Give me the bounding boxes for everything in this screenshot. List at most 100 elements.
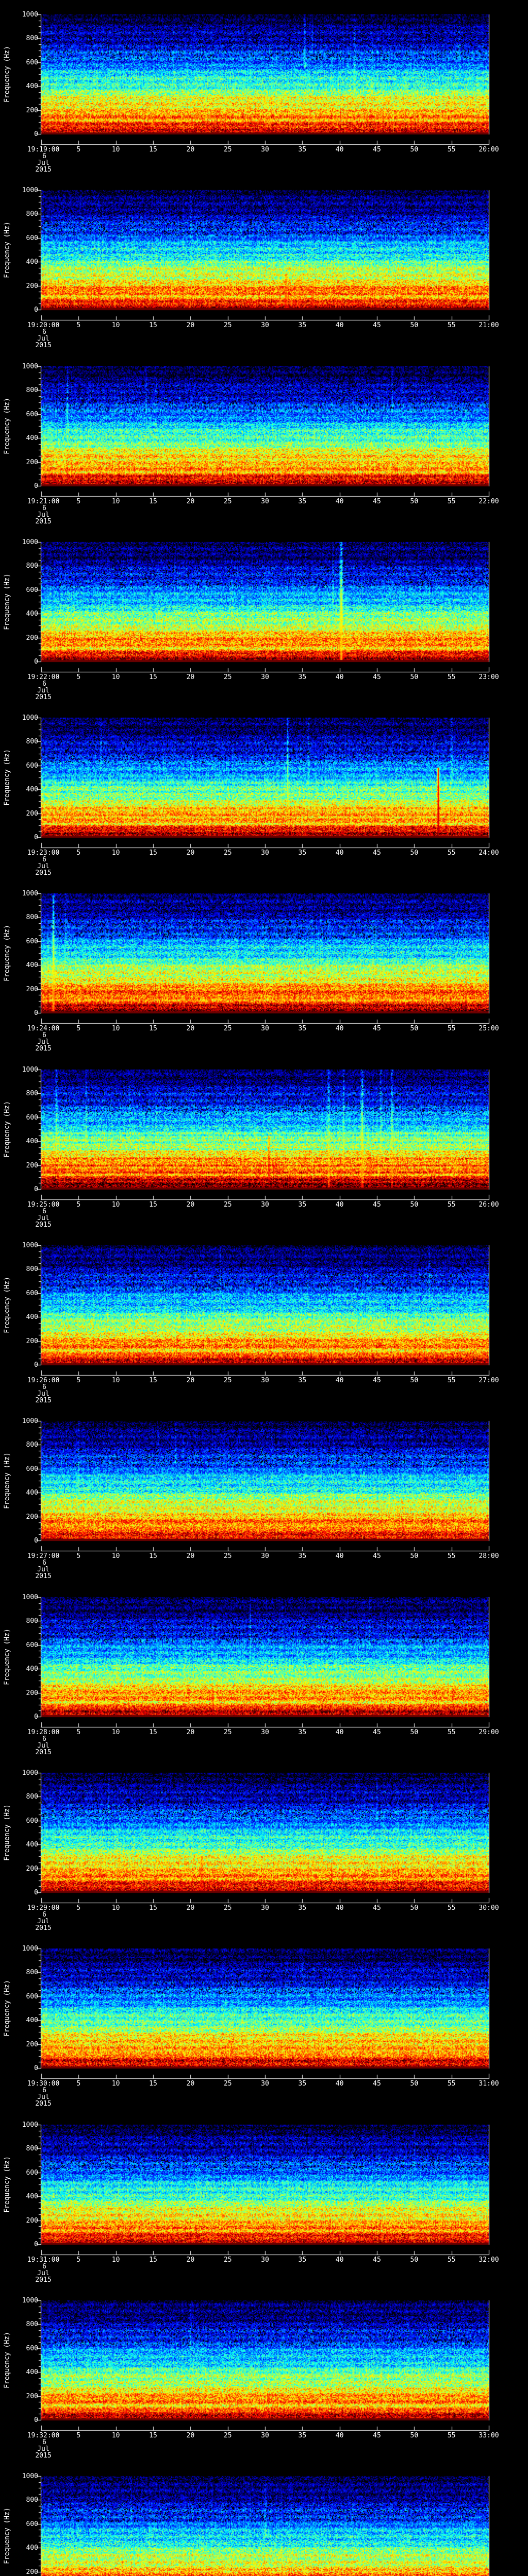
- x-minute-tick-label: 50: [410, 849, 419, 857]
- y-tick-label: 200: [26, 986, 38, 993]
- spectrogram-panel: Frequency (Hz) 19:21:00 6 Jul 2015 22:00…: [0, 352, 528, 528]
- y-tick-label: 0: [34, 834, 38, 841]
- x-axis-date-month: Jul: [37, 862, 50, 870]
- x-axis-date-month: Jul: [37, 1214, 50, 1222]
- y-tick-label: 600: [26, 1641, 38, 1649]
- x-minute-tick-label: 55: [447, 1377, 456, 1384]
- x-minute-tick-label: 40: [335, 321, 344, 329]
- spectrogram-panel: Frequency (Hz) 19:27:00 6 Jul 2015 28:00…: [0, 1406, 528, 1582]
- x-minute-tick-label: 5: [76, 321, 81, 329]
- y-tick-label: 0: [34, 482, 38, 490]
- x-minute-tick-label: 45: [373, 1552, 381, 1560]
- x-minute-tick-label: 40: [335, 2256, 344, 2264]
- x-minute-tick-label: 35: [298, 849, 307, 857]
- y-tick-label: 200: [26, 634, 38, 642]
- x-minute-tick-label: 5: [76, 1552, 81, 1560]
- x-minute-tick-label: 40: [335, 498, 344, 505]
- x-axis-end-hour-label: 25:00: [478, 1025, 499, 1032]
- x-minute-tick-label: 30: [261, 1728, 269, 1736]
- x-axis-date-year: 2015: [35, 166, 52, 174]
- x-axis-start-time-label: 19:32:00: [27, 2432, 60, 2439]
- x-minute-tick-label: 20: [186, 498, 195, 505]
- x-minute-tick-label: 35: [298, 1904, 307, 1912]
- x-minute-tick-label: 20: [186, 1025, 195, 1032]
- spectrogram-panel: Frequency (Hz) 19:28:00 6 Jul 2015 29:00…: [0, 1583, 528, 1758]
- y-tick-label: 1000: [22, 714, 38, 722]
- y-axis-title: Frequency (Hz): [3, 222, 11, 278]
- x-minute-tick-label: 10: [111, 146, 120, 154]
- x-axis-start-time-label: 19:25:00: [27, 1201, 60, 1209]
- y-tick-label: 0: [34, 1713, 38, 1721]
- x-minute-tick-label: 45: [373, 321, 381, 329]
- x-minute-tick-label: 15: [149, 2080, 157, 2088]
- y-tick-label: 200: [26, 107, 38, 114]
- x-axis-date-day: 6: [42, 2263, 46, 2270]
- y-tick-label: 200: [26, 1513, 38, 1521]
- x-minute-tick-label: 50: [410, 321, 419, 329]
- y-tick-label: 600: [26, 762, 38, 770]
- y-tick-label: 400: [26, 434, 38, 442]
- y-tick-label: 600: [26, 2345, 38, 2352]
- spectrogram-panel: Frequency (Hz) 19:32:00 6 Jul 2015 33:00…: [0, 2286, 528, 2462]
- x-minute-tick-label: 20: [186, 1201, 195, 1209]
- x-minute-tick-label: 10: [111, 673, 120, 681]
- spectrogram-panel: Frequency (Hz) 19:29:00 6 Jul 2015 30:00…: [0, 1758, 528, 1934]
- x-axis-date-month: Jul: [37, 159, 50, 167]
- x-axis-end-hour-label: 29:00: [478, 1728, 499, 1736]
- y-axis-title: Frequency (Hz): [3, 398, 11, 454]
- x-axis-date-month: Jul: [37, 1918, 50, 1925]
- x-minute-tick-label: 5: [76, 849, 81, 857]
- spectrogram-panel: Frequency (Hz) 19:24:00 6 Jul 2015 25:00…: [0, 879, 528, 1055]
- spectrogram-panel: Frequency (Hz) 19:19:00 6 Jul 2015 20:00…: [0, 0, 528, 176]
- x-minute-tick-label: 50: [410, 673, 419, 681]
- x-minute-tick-label: 45: [373, 1377, 381, 1384]
- x-axis-date-day: 6: [42, 1559, 46, 1567]
- y-tick-label: 200: [26, 1337, 38, 1345]
- y-axis-title: Frequency (Hz): [3, 1804, 11, 1861]
- x-minute-tick-label: 10: [111, 1025, 120, 1032]
- y-axis-title: Frequency (Hz): [3, 925, 11, 981]
- y-tick-label: 800: [26, 1441, 38, 1449]
- y-axis-title: Frequency (Hz): [3, 1101, 11, 1158]
- y-axis-title: Frequency (Hz): [3, 46, 11, 103]
- x-minute-tick-label: 40: [335, 1552, 344, 1560]
- x-minute-tick-label: 35: [298, 673, 307, 681]
- x-minute-tick-label: 20: [186, 1904, 195, 1912]
- x-axis-date-month: Jul: [37, 687, 50, 694]
- x-minute-tick-label: 15: [149, 1377, 157, 1384]
- x-axis-end-hour-label: 33:00: [478, 2432, 499, 2439]
- x-axis-date-year: 2015: [35, 2100, 52, 2108]
- y-tick-label: 800: [26, 2145, 38, 2153]
- y-tick-label: 600: [26, 1290, 38, 1297]
- x-minute-tick-label: 20: [186, 2256, 195, 2264]
- x-axis-date-month: Jul: [37, 1566, 50, 1573]
- y-tick-label: 200: [26, 2393, 38, 2400]
- x-minute-tick-label: 40: [335, 1377, 344, 1384]
- y-tick-label: 200: [26, 459, 38, 466]
- x-minute-tick-label: 40: [335, 849, 344, 857]
- y-tick-label: 800: [26, 1969, 38, 1976]
- x-minute-tick-label: 10: [111, 1377, 120, 1384]
- y-tick-label: 0: [34, 1889, 38, 1896]
- y-tick-label: 0: [34, 658, 38, 666]
- x-axis-date-month: Jul: [37, 1390, 50, 1398]
- y-tick-label: 1000: [22, 2121, 38, 2129]
- y-tick-label: 400: [26, 1313, 38, 1321]
- spectrogram-panel: Frequency (Hz) 19:33:00 6 Jul 2015 34:00…: [0, 2462, 528, 2576]
- y-tick-label: 0: [34, 2064, 38, 2072]
- x-minute-tick-label: 30: [261, 2080, 269, 2088]
- x-minute-tick-label: 10: [111, 498, 120, 505]
- x-minute-tick-label: 20: [186, 2080, 195, 2088]
- x-axis-date-month: Jul: [37, 2445, 50, 2453]
- x-axis-date-month: Jul: [37, 511, 50, 519]
- x-minute-tick-label: 55: [447, 2256, 456, 2264]
- y-tick-label: 400: [26, 1841, 38, 1849]
- y-tick-label: 600: [26, 59, 38, 66]
- x-minute-tick-label: 50: [410, 2256, 419, 2264]
- x-axis-date-month: Jul: [37, 335, 50, 343]
- x-axis-date-month: Jul: [37, 1038, 50, 1046]
- y-tick-label: 200: [26, 1689, 38, 1697]
- x-minute-tick-label: 35: [298, 498, 307, 505]
- x-minute-tick-label: 15: [149, 1552, 157, 1560]
